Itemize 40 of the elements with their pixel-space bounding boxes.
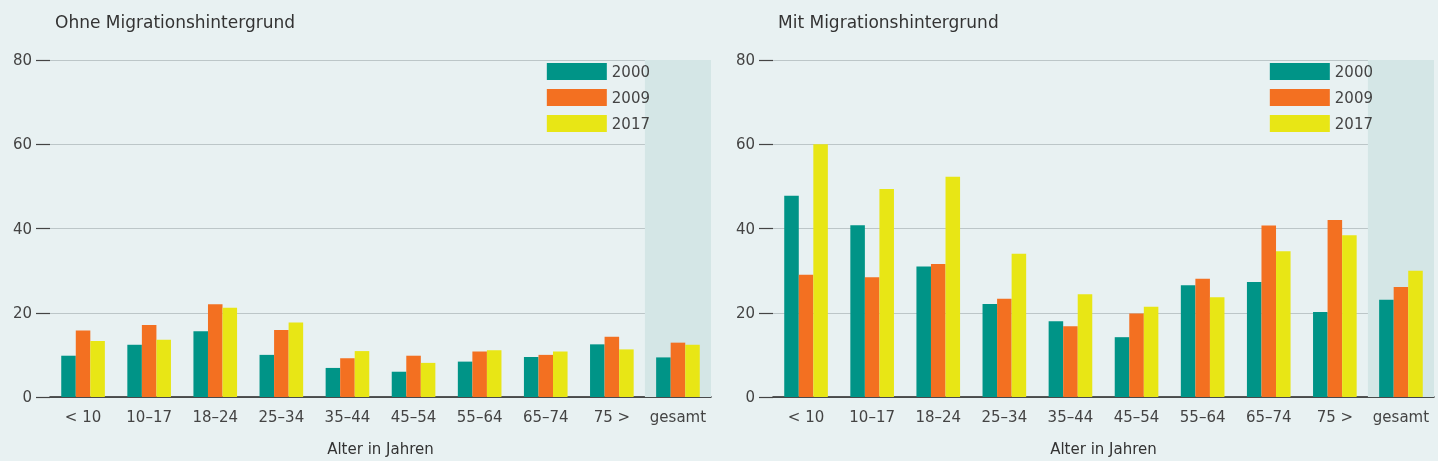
y-tick-label: 80 — [12, 51, 32, 69]
x-tick-label: 10–17 — [126, 407, 172, 426]
x-tick-label: 35–44 — [324, 407, 371, 426]
chart-title: Ohne Migrationshintergrund — [55, 11, 296, 32]
y-tick-label: 20 — [12, 303, 32, 322]
x-tick-label: 55–64 — [456, 407, 503, 426]
x-tick-label: gesamt — [1372, 407, 1430, 426]
x-tick-label: < 10 — [787, 407, 825, 426]
y-tick-label: 40 — [735, 219, 755, 238]
x-tick-label: 75 > — [1316, 407, 1354, 426]
legend-label: 2017 — [611, 114, 651, 133]
x-tick-label: 25–34 — [258, 407, 305, 426]
legend-label: 2009 — [1334, 88, 1374, 107]
x-tick-label: 18–24 — [192, 407, 239, 426]
x-tick-label: 25–34 — [981, 407, 1028, 426]
x-tick-label: gesamt — [649, 407, 707, 426]
y-tick-label: 0 — [745, 388, 755, 406]
y-tick-label: 0 — [22, 388, 32, 406]
y-tick-label: 20 — [735, 303, 755, 322]
legend-label: 2009 — [611, 88, 651, 107]
x-tick-label: 35–44 — [1047, 407, 1094, 426]
x-tick-label: 10–17 — [849, 407, 895, 426]
x-tick-label: 45–54 — [390, 407, 437, 426]
legend-label: 2000 — [1334, 62, 1374, 81]
y-tick-label: 60 — [12, 135, 32, 154]
x-axis-title: Alter in Jahren — [327, 439, 434, 458]
y-tick-label: 80 — [735, 51, 755, 69]
x-tick-label: 55–64 — [1179, 407, 1226, 426]
legend-label: 2017 — [1334, 114, 1374, 133]
x-tick-label: < 10 — [64, 407, 102, 426]
x-tick-label: 45–54 — [1113, 407, 1160, 426]
chart-title: Mit Migrationshintergrund — [778, 11, 999, 32]
x-tick-label: 65–74 — [1245, 407, 1292, 426]
x-tick-label: 65–74 — [522, 407, 569, 426]
legend-label: 2000 — [611, 62, 651, 81]
x-tick-label: 75 > — [593, 407, 631, 426]
x-tick-label: 18–24 — [915, 407, 962, 426]
y-tick-label: 60 — [735, 135, 755, 154]
x-axis-title: Alter in Jahren — [1050, 439, 1157, 458]
y-tick-label: 40 — [12, 219, 32, 238]
